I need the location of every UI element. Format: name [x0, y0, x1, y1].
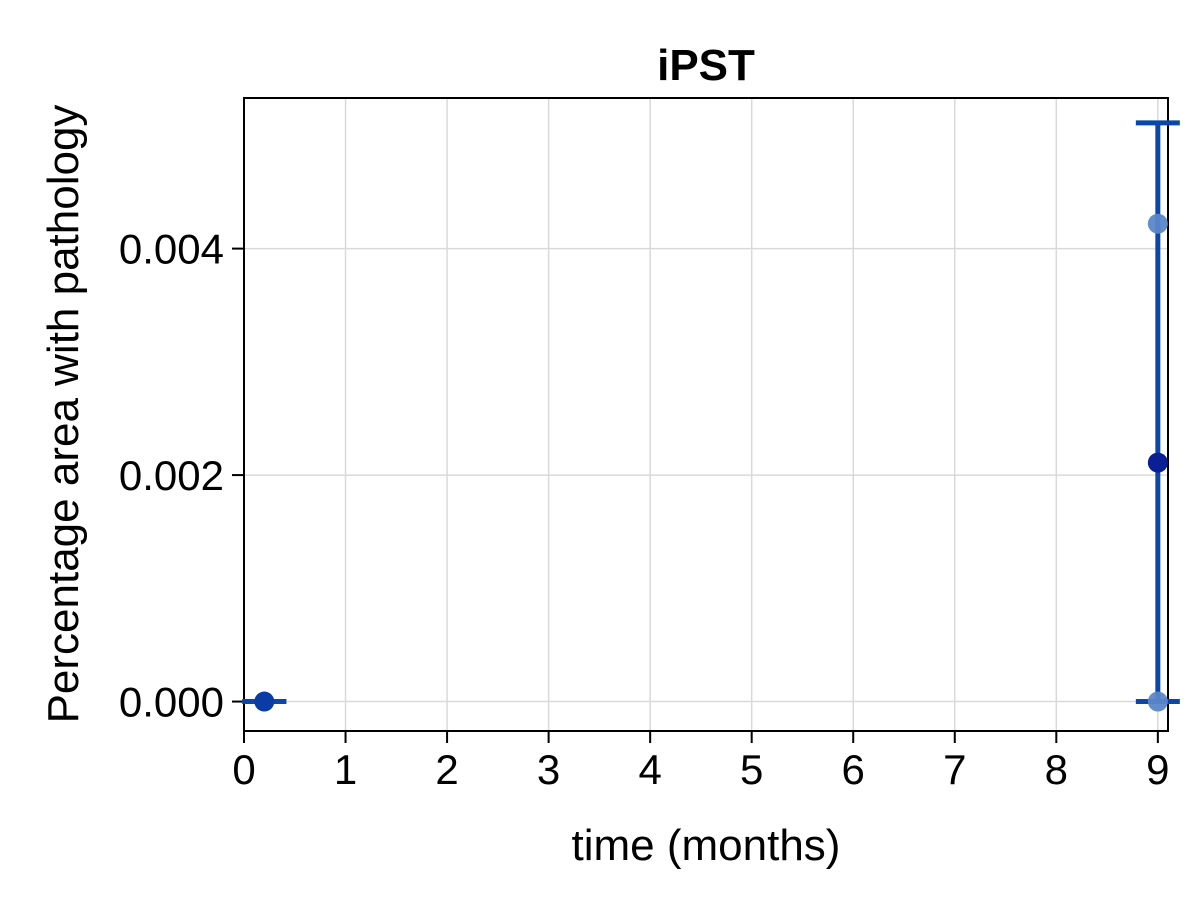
mean-point: [254, 691, 275, 712]
y-tick-label: 0.004: [119, 226, 224, 273]
x-tick-label: 8: [1045, 746, 1068, 793]
x-tick-label: 6: [842, 746, 865, 793]
x-axis: 0 1 2 3 4 5 6 7 8 9: [232, 731, 1170, 793]
plot-area-frame: [243, 97, 1169, 732]
x-tick-label: 4: [638, 746, 661, 793]
grid: [243, 98, 1168, 731]
x-tick-label: 9: [1146, 746, 1169, 793]
chart-title: iPST: [657, 41, 755, 90]
x-tick-label: 7: [943, 746, 966, 793]
x-tick-label: 0: [232, 746, 255, 793]
x-tick-label: 2: [435, 746, 458, 793]
data-marks: [242, 120, 1180, 712]
individual-point: [1147, 691, 1168, 712]
y-axis-label: Percentage area with pathology: [39, 105, 88, 724]
mean-point: [1147, 452, 1168, 473]
x-tick-label: 3: [537, 746, 560, 793]
y-tick-label: 0.000: [119, 679, 224, 726]
y-tick-label: 0.002: [119, 452, 224, 499]
x-axis-label: time (months): [572, 821, 841, 870]
x-tick-label: 1: [334, 746, 357, 793]
individual-point: [1147, 213, 1168, 234]
y-axis: 0.000 0.002 0.004: [119, 226, 244, 726]
x-tick-label: 5: [740, 746, 763, 793]
